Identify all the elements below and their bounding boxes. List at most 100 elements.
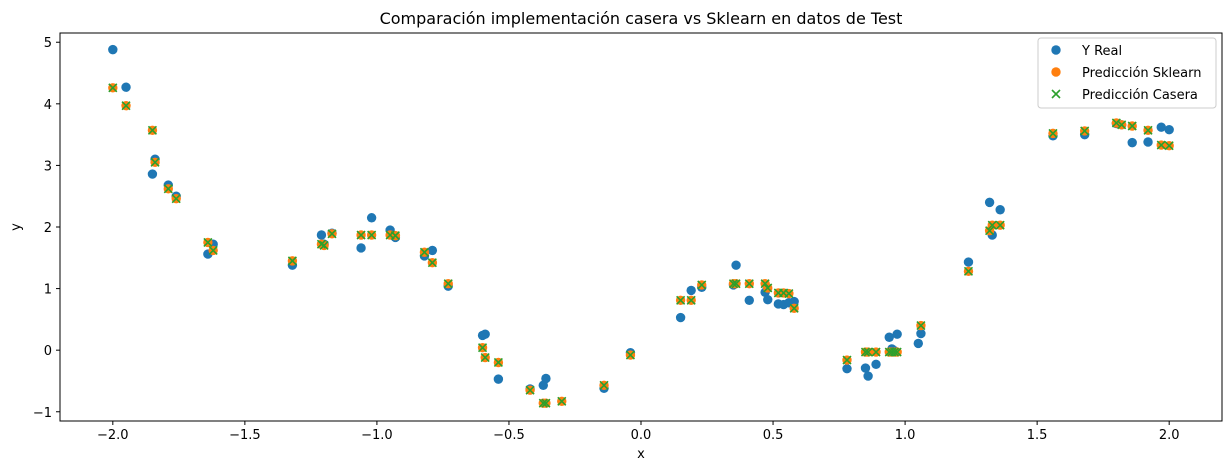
series-2-point	[287, 256, 297, 266]
series-2-point	[327, 229, 337, 239]
series-2-point	[1117, 120, 1127, 130]
series-0-point	[863, 371, 873, 381]
x-axis-ticks: −2.0 −1.5 −1.0 −0.5 0.0 0.5 1.0 1.5 2.0	[97, 421, 1180, 443]
series-0-point	[541, 373, 551, 384]
series-2-point	[356, 230, 366, 240]
series-2-point	[1164, 141, 1174, 151]
x-tick-label: −2.0	[97, 428, 129, 443]
series-0-point	[493, 374, 504, 384]
series-0-point	[1143, 137, 1153, 147]
x-tick-label: 1.0	[895, 428, 916, 443]
series-0-point	[763, 294, 773, 305]
series-2-point	[599, 380, 609, 390]
series-2-point	[121, 101, 131, 111]
series-2-point	[150, 157, 160, 167]
series-0-point	[108, 44, 118, 55]
series-2-point	[525, 385, 535, 395]
series-0-point	[480, 329, 490, 339]
series-2-point	[871, 347, 881, 357]
y-tick-label: 2	[44, 221, 52, 236]
x-tick-label: 0.5	[763, 428, 784, 443]
legend-label-0: Y Real	[1081, 44, 1122, 59]
series-2-point	[728, 279, 738, 289]
series-0-point	[860, 363, 871, 373]
series-2-point	[1127, 121, 1137, 131]
x-axis-label: x	[637, 447, 645, 462]
series-2-point	[1111, 118, 1121, 128]
series-2-point	[985, 226, 995, 236]
series-2-point	[686, 295, 696, 305]
legend-marker-1	[1051, 67, 1061, 77]
series-0-point	[963, 257, 974, 267]
series-2-point	[892, 347, 902, 357]
plot-marks	[108, 44, 1174, 408]
series-2-point	[208, 245, 218, 255]
series-2-point	[625, 350, 636, 360]
legend-marker-0	[1051, 45, 1061, 55]
series-2-point	[557, 396, 567, 406]
y-tick-label: 5	[44, 36, 52, 51]
series-2-point	[477, 343, 488, 353]
series-2-point	[203, 237, 213, 247]
x-tick-label: 1.5	[1027, 428, 1048, 443]
x-tick-label: 2.0	[1159, 428, 1180, 443]
y-tick-label: −1	[33, 406, 52, 421]
legend-label-1: Predicción Sklearn	[1082, 66, 1201, 81]
series-0-point	[1127, 137, 1137, 148]
series-0-point	[1164, 124, 1174, 135]
series-2-point	[1156, 140, 1166, 150]
y-tick-label: 4	[44, 98, 52, 113]
series-0-point	[871, 359, 881, 370]
x-tick-label: −1.5	[229, 428, 261, 443]
series-0-point	[121, 82, 131, 92]
series-0-point	[356, 243, 366, 253]
series-2-point	[889, 347, 900, 357]
series-2-point	[480, 352, 490, 363]
y-axis-ticks: −1 0 1 2 3 4 5	[33, 36, 60, 421]
x-tick-label: −1.0	[361, 428, 393, 443]
series-2-point	[987, 220, 997, 230]
series-0-point	[744, 295, 754, 305]
series-2-point	[697, 280, 707, 290]
series-2-point	[1048, 128, 1058, 138]
series-2-point	[390, 231, 400, 241]
series-2-point	[744, 279, 754, 289]
y-tick-label: 1	[44, 283, 52, 298]
series-2-point	[731, 279, 741, 289]
series-2-point	[108, 83, 118, 93]
series-0-point	[789, 296, 799, 307]
series-0-point	[427, 245, 438, 256]
y-tick-label: 0	[44, 344, 52, 359]
series-2-point	[842, 355, 852, 365]
series-2-point	[995, 220, 1005, 230]
legend-box	[1037, 37, 1217, 109]
series-2-point	[163, 184, 173, 194]
series-2-point	[427, 258, 437, 268]
series-2-point	[1143, 125, 1153, 135]
legend-marker-2	[1051, 89, 1061, 99]
series-2-point	[863, 347, 873, 357]
series-2-point	[171, 194, 181, 204]
x-tick-label: 0.0	[631, 428, 652, 443]
x-tick-label: −0.5	[493, 428, 525, 443]
series-2-point	[541, 398, 551, 408]
series-2-point	[443, 279, 453, 289]
series-0-point	[892, 329, 902, 339]
y-tick-label: 3	[44, 159, 52, 174]
series-0-point	[916, 328, 926, 339]
series-0-point	[884, 332, 894, 342]
series-2-point	[316, 239, 327, 249]
series-0-point	[984, 197, 995, 208]
series-0-point	[731, 260, 741, 270]
series-2-point	[963, 266, 974, 276]
series-2-point	[789, 303, 799, 313]
series-0-point	[366, 213, 377, 223]
series-2-point	[419, 247, 430, 257]
series-2-point	[147, 125, 157, 135]
series-2-point	[538, 398, 548, 408]
series-0-point	[316, 230, 327, 240]
series-0-point	[1156, 122, 1166, 132]
series-2-point	[319, 240, 329, 251]
series-2-point	[1080, 126, 1090, 136]
